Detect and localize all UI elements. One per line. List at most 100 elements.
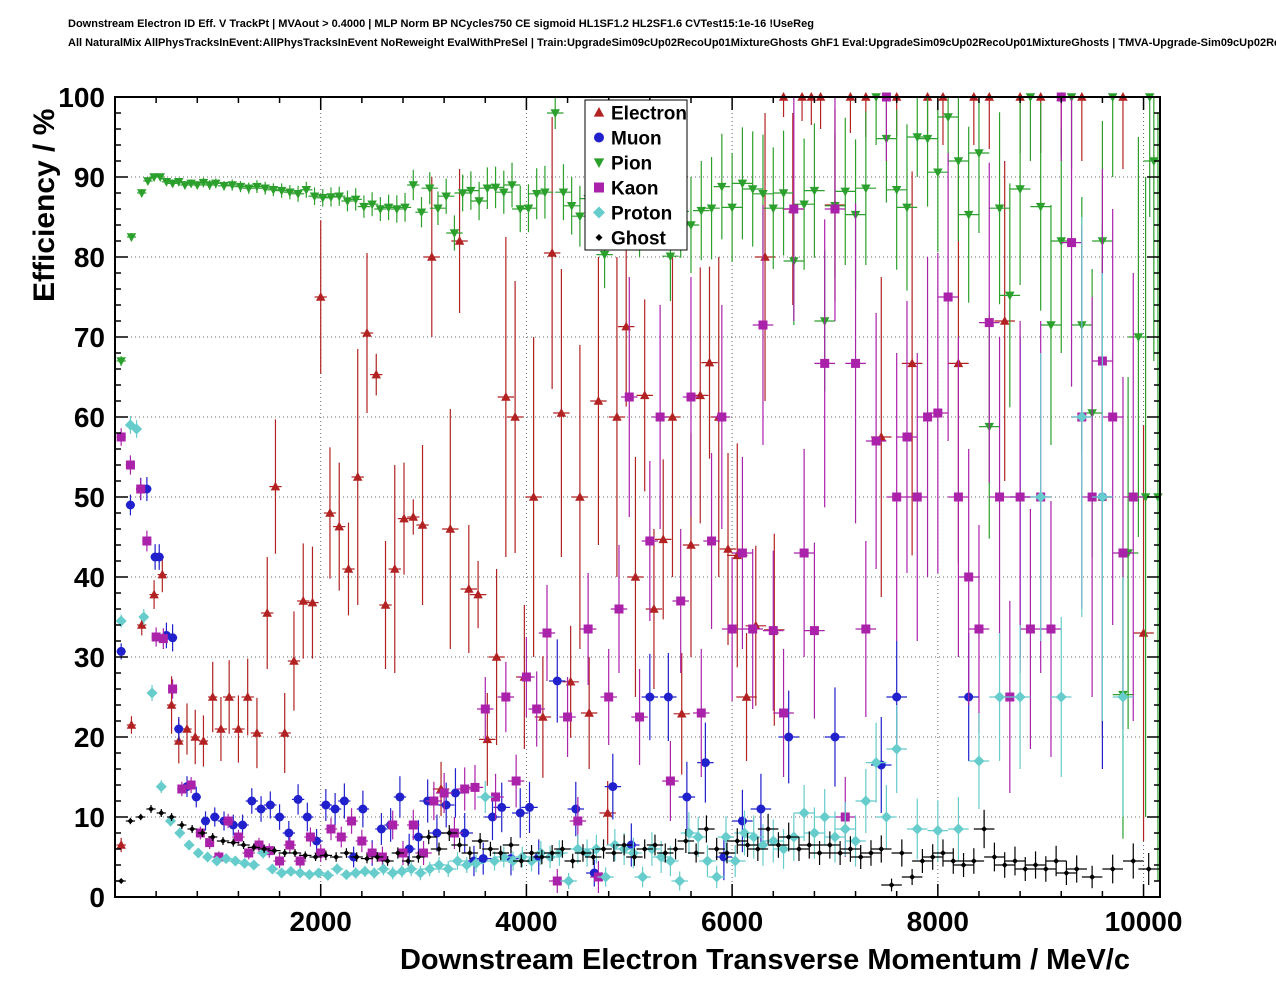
- triangle-up-marker: [630, 572, 641, 581]
- small-diamond-marker: [312, 854, 319, 860]
- triangle-down-marker: [943, 113, 953, 122]
- square-marker: [686, 392, 696, 402]
- y-tick-label: 10: [74, 802, 105, 833]
- small-diamond-marker: [271, 847, 278, 854]
- circle-marker: [125, 500, 135, 510]
- square-marker: [696, 708, 706, 718]
- triangle-up-marker: [116, 840, 126, 849]
- triangle-down-marker: [902, 203, 912, 213]
- square-marker: [480, 704, 490, 714]
- small-diamond-marker: [363, 855, 370, 862]
- triangle-up-marker: [999, 316, 1010, 325]
- triangle-down-marker: [953, 157, 964, 166]
- triangle-up-marker: [198, 736, 209, 745]
- small-diamond-marker: [1022, 866, 1029, 872]
- small-diamond-marker: [1130, 858, 1137, 864]
- triangle-down-marker: [1015, 185, 1025, 194]
- small-diamond-marker: [425, 834, 432, 840]
- circle-marker: [571, 804, 581, 814]
- square-marker: [151, 632, 161, 642]
- diamond-marker: [350, 867, 362, 879]
- small-diamond-marker: [754, 846, 761, 852]
- square-marker: [851, 358, 861, 368]
- triangle-down-marker: [912, 133, 923, 142]
- triangle-up-marker: [315, 292, 326, 301]
- circle-icon: [594, 132, 604, 143]
- diamond-marker: [952, 823, 964, 835]
- triangle-up-marker: [182, 724, 192, 733]
- triangle-down-marker: [211, 179, 221, 189]
- square-marker: [439, 788, 449, 798]
- diamond-marker: [138, 611, 150, 623]
- series-muon: [116, 225, 1113, 887]
- small-diamond-marker: [209, 834, 216, 840]
- circle-marker: [432, 828, 442, 838]
- triangle-up-marker: [157, 569, 168, 579]
- diamond-marker: [183, 839, 195, 851]
- square-marker: [1046, 624, 1056, 634]
- triangle-down-marker: [861, 184, 871, 194]
- small-diamond-marker: [939, 850, 946, 856]
- triangle-down-marker: [974, 149, 984, 158]
- small-diamond-marker: [1073, 866, 1080, 872]
- circle-marker: [608, 782, 618, 792]
- circle-marker: [413, 832, 423, 842]
- small-diamond-marker: [405, 858, 412, 864]
- triangle-down-marker: [523, 204, 534, 214]
- triangle-down-marker: [293, 190, 303, 199]
- square-marker: [1015, 492, 1025, 502]
- triangle-down-marker: [227, 181, 238, 190]
- triangle-up-marker: [658, 534, 668, 544]
- triangle-up-marker: [399, 513, 409, 523]
- small-diamond-marker: [1063, 870, 1070, 876]
- small-diamond-marker: [487, 846, 494, 852]
- small-diamond-marker: [127, 818, 134, 824]
- legend-label: Electron: [611, 104, 687, 125]
- square-marker: [158, 634, 168, 644]
- small-diamond-marker: [147, 806, 154, 812]
- diamond-marker: [239, 857, 251, 869]
- triangle-down-marker: [457, 189, 468, 198]
- y-tick-label: 30: [74, 642, 105, 673]
- small-diamond-marker: [909, 874, 916, 880]
- square-marker: [501, 692, 511, 702]
- small-diamond-marker: [118, 878, 125, 884]
- triangle-down-marker: [747, 185, 758, 194]
- triangle-down-marker: [499, 188, 509, 198]
- triangle-down-marker: [334, 192, 344, 202]
- circle-marker: [784, 732, 794, 742]
- triangle-down-marker: [1140, 493, 1151, 502]
- square-marker: [116, 432, 126, 442]
- square-marker: [717, 412, 727, 422]
- diamond-marker: [131, 423, 143, 435]
- triangle-up-marker: [593, 396, 604, 405]
- triangle-up-marker: [390, 564, 400, 573]
- square-marker: [665, 776, 675, 786]
- triangle-up-marker: [473, 589, 483, 599]
- small-diamond-marker: [291, 850, 298, 856]
- square-marker: [779, 708, 789, 718]
- triangle-down-marker: [482, 184, 493, 194]
- triangle-down-marker: [318, 194, 328, 203]
- diamond-marker: [711, 871, 723, 883]
- square-marker: [984, 318, 994, 328]
- triangle-down-marker: [515, 205, 525, 214]
- triangle-down-marker: [1005, 291, 1015, 301]
- diamond-marker: [1096, 491, 1108, 503]
- small-diamond-marker: [394, 850, 401, 856]
- diamond-marker: [377, 863, 389, 875]
- square-marker: [974, 624, 984, 634]
- circle-marker: [247, 796, 257, 806]
- square-icon: [594, 182, 604, 193]
- square-marker: [1118, 548, 1128, 558]
- square-marker: [205, 838, 215, 848]
- small-diamond-marker: [991, 854, 998, 860]
- diamond-marker: [1117, 691, 1129, 703]
- square-marker: [809, 626, 819, 636]
- square-marker: [521, 672, 531, 682]
- triangle-down-icon: [593, 158, 605, 168]
- axis-ticks: [114, 96, 1160, 898]
- square-marker: [748, 624, 758, 634]
- series-ghost: [116, 805, 1159, 892]
- square-marker: [614, 604, 624, 614]
